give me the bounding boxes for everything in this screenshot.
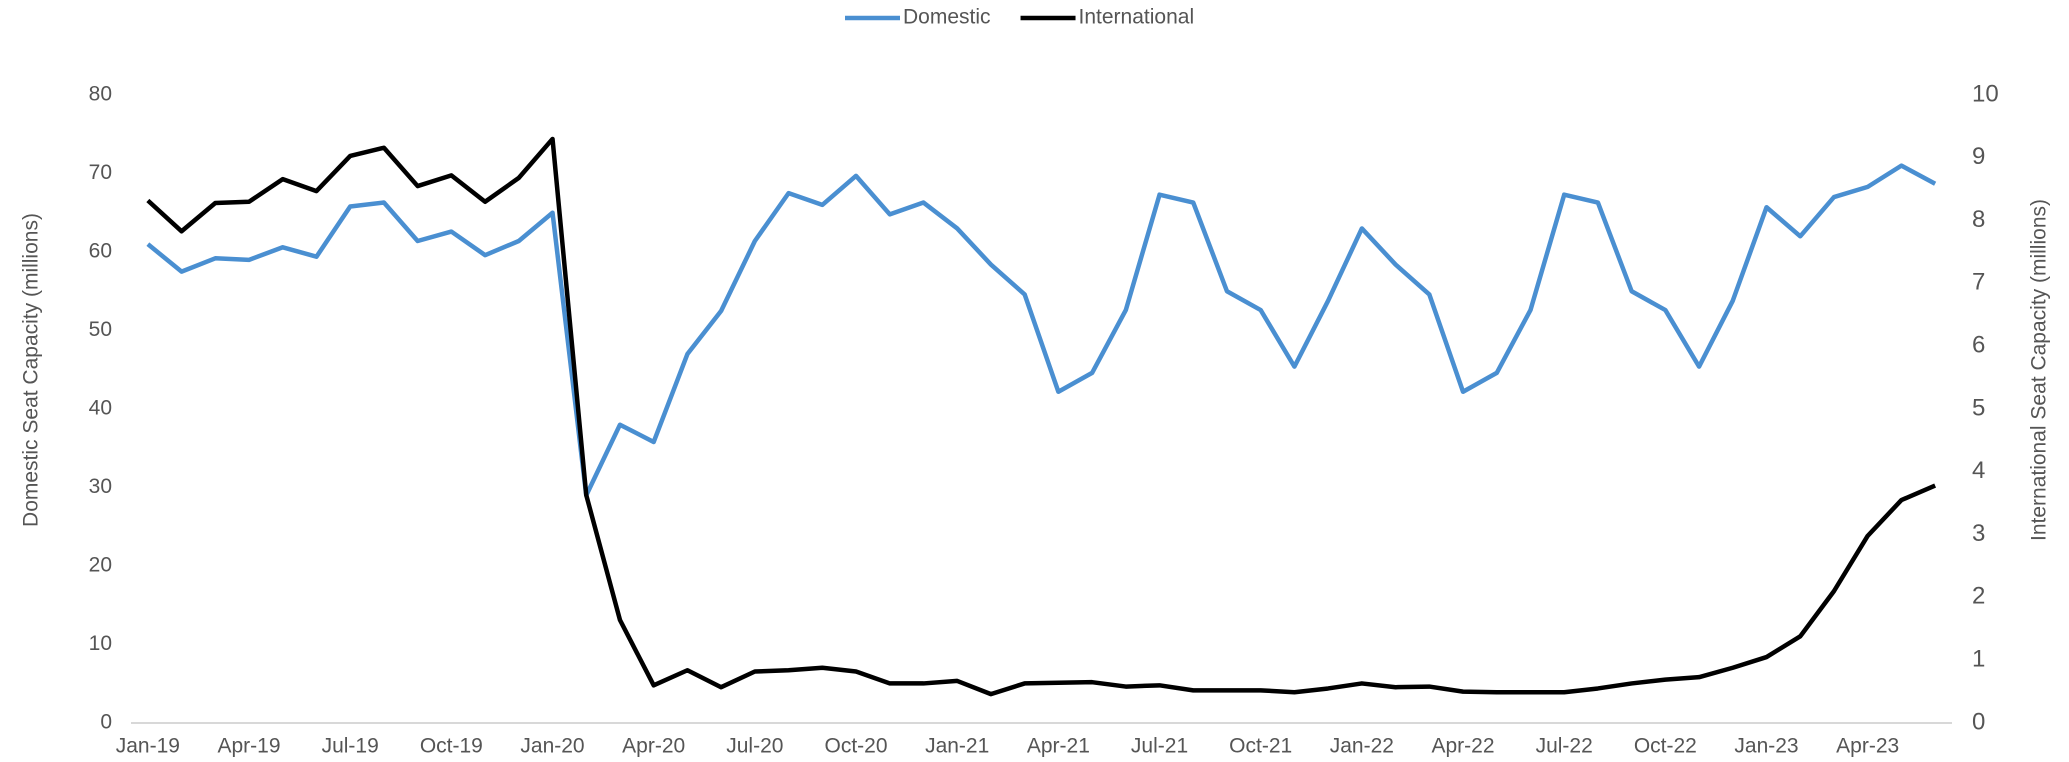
x-tick-label: Jul-19 — [322, 735, 379, 758]
y-tick-label: 20 — [89, 554, 112, 577]
y-tick-label: 60 — [89, 240, 112, 263]
y2-tick-label: 3 — [1972, 520, 1985, 547]
series-line — [146, 163, 1937, 498]
y-tick-label: 0 — [100, 711, 112, 734]
y-tick-label: 70 — [89, 161, 112, 184]
y2-tick-label: 8 — [1972, 206, 1985, 233]
x-tick-label: Jan-19 — [116, 735, 180, 758]
x-tick-label: Apr-23 — [1836, 735, 1899, 758]
y2-tick-label: 1 — [1972, 646, 1985, 673]
y-axis-label: Domestic Seat Capacity (millions) — [20, 213, 43, 527]
y2-tick-label: 0 — [1972, 708, 1985, 735]
x-tick-label: Jan-22 — [1330, 735, 1394, 758]
x-tick-label: Jan-21 — [925, 735, 989, 758]
y2-axis-label: International Seat Capacity (millions) — [2028, 199, 2051, 541]
y2-tick-label: 2 — [1972, 583, 1985, 610]
x-tick-label: Oct-20 — [825, 735, 888, 758]
x-tick-label: Apr-20 — [622, 735, 685, 758]
y-tick-label: 10 — [89, 632, 112, 655]
y-tick-label: 30 — [89, 475, 112, 498]
y-tick-label: 80 — [89, 83, 112, 106]
y2-tick-label: 10 — [1972, 80, 1999, 107]
y-tick-label: 40 — [89, 397, 112, 420]
x-tick-label: Oct-22 — [1634, 735, 1697, 758]
x-tick-label: Apr-21 — [1027, 735, 1090, 758]
x-tick-label: Oct-21 — [1229, 735, 1292, 758]
y2-tick-label: 7 — [1972, 269, 1985, 296]
legend-label: International — [1079, 6, 1195, 29]
y-tick-label: 50 — [89, 318, 112, 341]
legend-label: Domestic — [903, 6, 991, 29]
x-tick-label: Oct-19 — [420, 735, 483, 758]
x-tick-label: Jan-23 — [1734, 735, 1798, 758]
x-tick-label: Jul-20 — [726, 735, 783, 758]
y2-tick-label: 9 — [1972, 143, 1985, 170]
x-tick-label: Jul-21 — [1131, 735, 1188, 758]
y2-tick-label: 5 — [1972, 394, 1985, 421]
x-tick-label: Apr-22 — [1432, 735, 1495, 758]
y2-tick-label: 6 — [1972, 332, 1985, 359]
x-tick-label: Jul-22 — [1536, 735, 1593, 758]
series-line — [146, 136, 1937, 697]
x-tick-label: Apr-19 — [218, 735, 281, 758]
x-tick-label: Jan-20 — [520, 735, 584, 758]
y2-tick-label: 4 — [1972, 457, 1985, 484]
